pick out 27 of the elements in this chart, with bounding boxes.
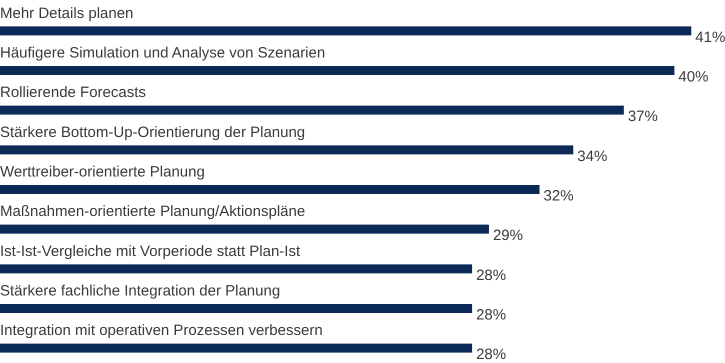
bar <box>0 304 472 313</box>
bar <box>0 66 674 75</box>
bar <box>0 145 574 154</box>
bar <box>0 106 624 115</box>
data-label: 37% <box>628 108 658 126</box>
y-tick-label: Rollierende Forecasts <box>0 84 146 102</box>
data-label: 28% <box>476 266 506 284</box>
y-tick-label: Stärkere fachliche Integration der Planung <box>0 282 280 300</box>
data-label: 41% <box>695 28 725 46</box>
data-label: 29% <box>492 227 523 244</box>
y-tick-label: Mehr Details planen <box>0 4 134 22</box>
y-tick-label: Häufigere Simulation und Analyse von Szenarien <box>0 44 326 62</box>
bar <box>0 224 489 234</box>
data-label: 40% <box>678 68 708 86</box>
data-label: 32% <box>544 188 574 204</box>
y-tick-label: Ist-Ist-Vergleiche mit Vorperiode statt Plan-Ist <box>0 242 301 260</box>
y-tick-label: Integration mit operativen Prozessen verbessern <box>0 322 323 340</box>
y-tick-label: Maßnahmen-orientierte Planung/Aktionspläne <box>0 203 306 220</box>
data-label: 28% <box>476 346 506 363</box>
y-tick-label: Stärkere Bottom-Up-Orientierung der Planung <box>0 124 306 141</box>
data-label: 28% <box>476 306 506 324</box>
bar <box>0 264 472 274</box>
bar <box>0 344 472 353</box>
y-tick-label: Werttreiber-orientierte Planung <box>0 164 205 180</box>
bar <box>0 185 540 194</box>
data-label: 34% <box>577 148 608 165</box>
bar <box>0 26 692 36</box>
